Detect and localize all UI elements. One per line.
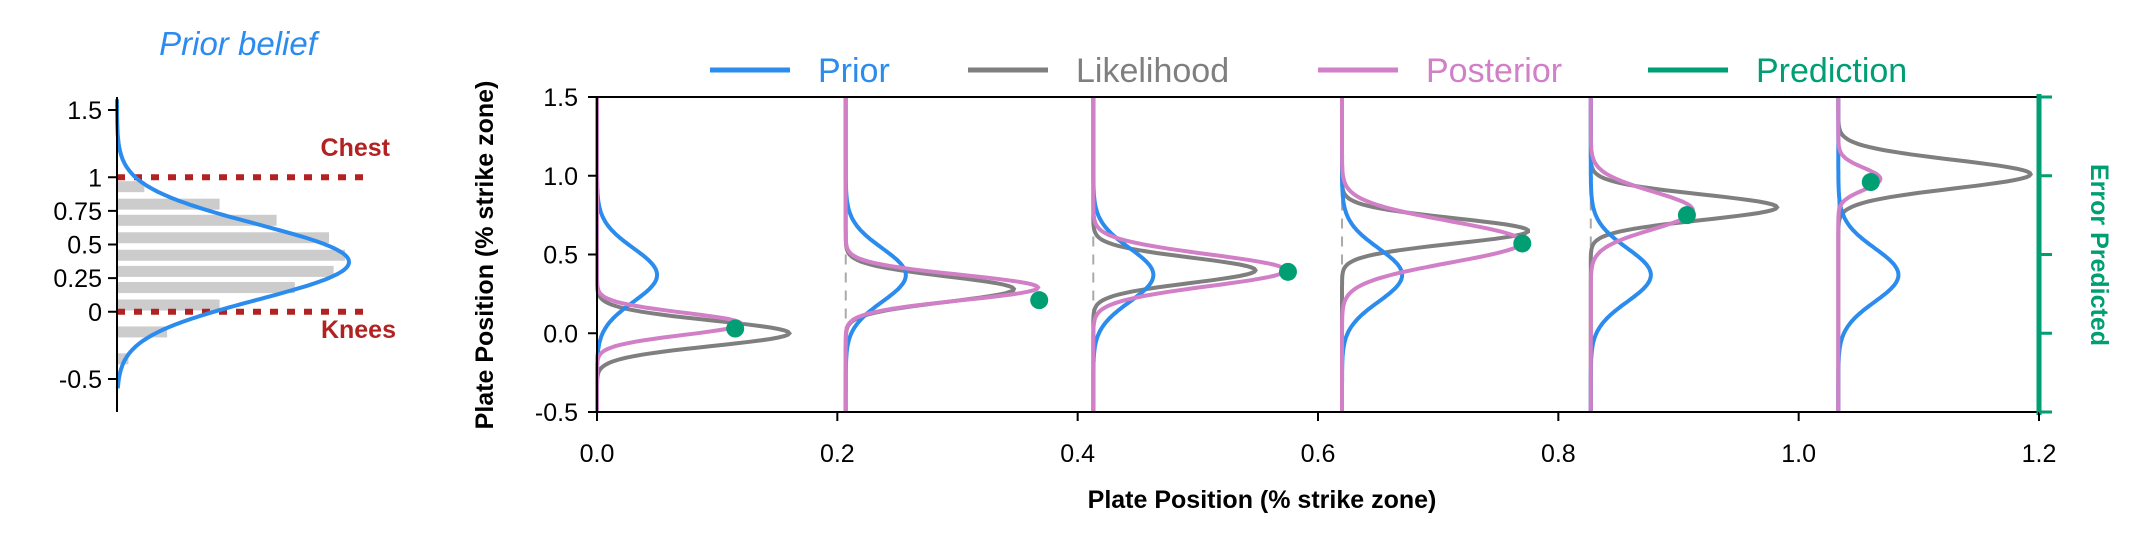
ytick-label-1: 0.0	[543, 320, 578, 348]
posterior-curve-0	[595, 97, 744, 412]
distribution-curves	[595, 97, 2034, 412]
legend-prior-label: Prior	[818, 52, 890, 90]
left-y-ticks: -0.5 0 0.25 0.5 0.75 1 1.5	[53, 97, 117, 394]
prediction-point-5	[1861, 173, 1880, 192]
prior-curve-5	[1836, 97, 1901, 412]
posterior-curve-1	[843, 97, 1041, 412]
left-ytick-label-1: 0	[88, 299, 102, 327]
prediction-point-3	[1513, 234, 1532, 253]
ytick-label-4: 1.5	[543, 84, 578, 112]
ytick-label-0: -0.5	[535, 399, 578, 427]
prior-belief-curve	[115, 99, 352, 389]
likelihood-curve-3	[1340, 97, 1530, 412]
posterior-curve-2	[1091, 97, 1288, 412]
legend-posterior-label: Posterior	[1426, 52, 1562, 90]
hist-bar-4	[117, 265, 334, 277]
main-x-ticks: 0.0 0.2 0.4 0.6 0.8 1.0 1.2	[580, 412, 2057, 468]
xtick-label-0: 0.0	[580, 440, 615, 468]
likelihood-curve-1	[843, 97, 1017, 412]
left-ytick-label-6: 1.5	[67, 97, 102, 125]
prediction-point-2	[1278, 262, 1297, 281]
legend-prediction-label: Prediction	[1756, 52, 1907, 90]
hist-bar-0	[117, 353, 129, 365]
likelihood-curve-2	[1091, 97, 1258, 412]
xtick-label-6: 1.2	[2022, 440, 2057, 468]
xtick-label-5: 1.0	[1781, 440, 1816, 468]
hist-bar-8	[117, 198, 220, 210]
prior-belief-title: Prior belief	[159, 25, 321, 62]
hist-bar-2	[117, 299, 220, 311]
left-ytick-label-5: 1	[88, 164, 102, 192]
hist-bar-5	[117, 249, 345, 261]
left-ytick-label-3: 0.5	[67, 232, 102, 260]
x-axis-label: Plate Position (% strike zone)	[1088, 486, 1437, 514]
left-ytick-label-2: 0.25	[53, 265, 102, 293]
knees-label: Knees	[321, 316, 396, 344]
hist-bar-3	[117, 282, 295, 294]
main-chart-panel: 0.0 0.2 0.4 0.6 0.8 1.0 1.2 -0.50.00.51.01.5 P…	[471, 52, 2113, 514]
legend-likelihood-label: Likelihood	[1076, 52, 1229, 90]
xtick-label-3: 0.6	[1301, 440, 1336, 468]
xtick-label-4: 0.8	[1541, 440, 1576, 468]
likelihood-curve-4	[1588, 97, 1780, 412]
prior-curve-2	[1091, 97, 1156, 412]
xtick-label-1: 0.2	[820, 440, 855, 468]
hist-bar-9	[117, 181, 145, 193]
prediction-point-0	[726, 319, 745, 338]
hist-bar-6	[117, 232, 330, 244]
main-y-ticks: -0.5 0.0 0.5 1.0 1.5	[535, 84, 597, 427]
likelihood-curve-0	[595, 97, 792, 412]
y-axis-label: Plate Position (% strike zone)	[471, 81, 499, 430]
hist-bar-1	[117, 326, 168, 338]
left-ytick-label-0: -0.5	[59, 366, 102, 394]
left-ytick-label-4: 0.75	[53, 198, 102, 226]
error-predicted-label: Error Predicted	[2085, 164, 2113, 346]
hist-bar-7	[117, 214, 277, 226]
prediction-points	[726, 173, 1880, 338]
xtick-label-2: 0.4	[1060, 440, 1095, 468]
prior-histogram	[117, 181, 345, 365]
posterior-curve-5	[1836, 97, 1883, 412]
posterior-curve-3	[1340, 97, 1525, 412]
ytick-label-2: 0.5	[543, 242, 578, 270]
error-axis-ticks	[2039, 95, 2052, 414]
posterior-curve-4	[1588, 97, 1695, 412]
prediction-point-4	[1677, 206, 1696, 225]
prediction-point-1	[1030, 291, 1049, 310]
ytick-label-3: 1.0	[543, 163, 578, 191]
legend: Prior Likelihood Posterior Prediction	[710, 52, 1907, 90]
chest-label: Chest	[321, 134, 391, 162]
likelihood-curve-5	[1836, 97, 2034, 412]
